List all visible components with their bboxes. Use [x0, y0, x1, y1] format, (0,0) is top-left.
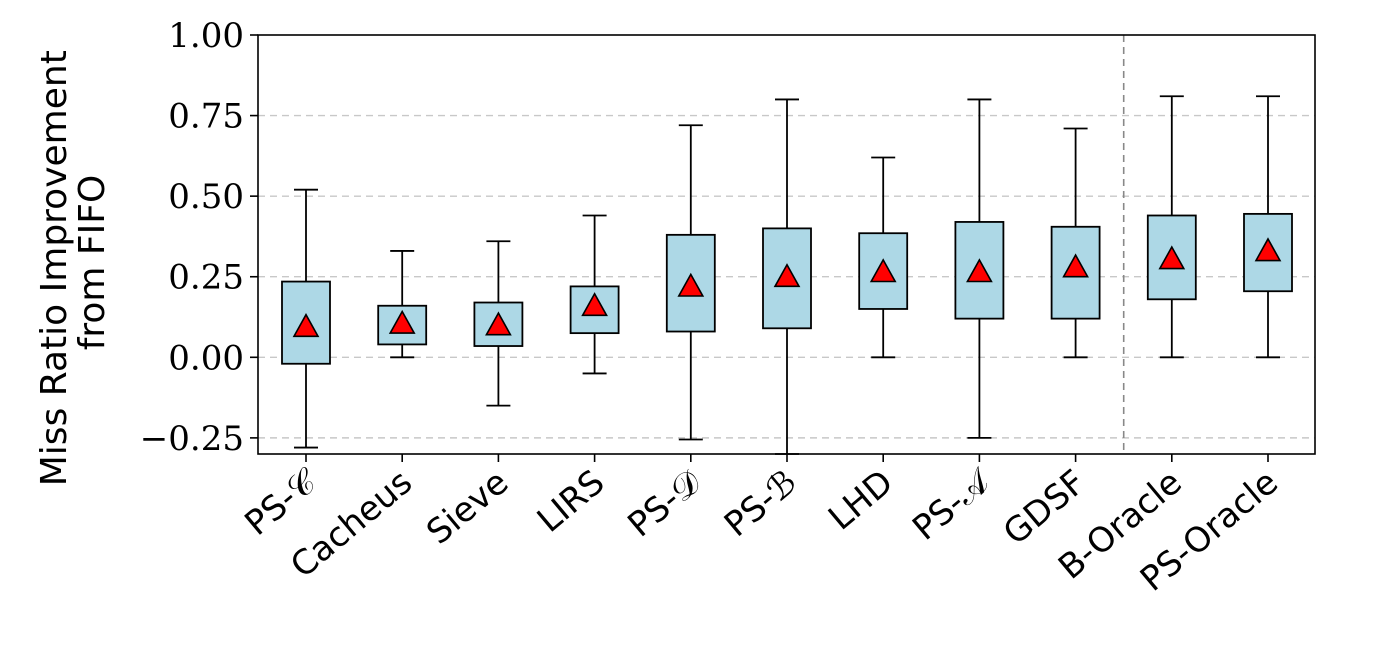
y-tick-label-0: −0.25 [140, 419, 244, 459]
x-tick-label-4: PS-𝒟 [620, 462, 709, 546]
mean-marker [1158, 245, 1186, 270]
x-tick-label-6: LHD [821, 462, 901, 538]
y-axis-title: Miss Ratio Improvement from FIFO [34, 39, 113, 487]
mean-marker [773, 263, 801, 288]
box-10 [1243, 95, 1293, 359]
boxes [281, 95, 1293, 455]
x-tick-label-7: PS-𝒜 [905, 460, 1000, 549]
box-4 [665, 124, 716, 441]
mean-marker [677, 272, 705, 297]
box-5 [762, 98, 812, 455]
y-tick-label-5: 1.00 [168, 16, 244, 56]
y-axis: −0.25 0.00 0.25 0.50 0.75 1.00 [140, 16, 258, 459]
mean-marker [869, 258, 897, 283]
x-tick-label-5: PS-ℬ [717, 462, 805, 545]
mean-marker [388, 309, 416, 334]
box-3 [569, 214, 620, 375]
y-tick-label-1: 0.00 [168, 338, 244, 378]
box-9 [1146, 95, 1197, 359]
x-tick-label-2: Sieve [419, 462, 516, 552]
mean-marker [966, 258, 993, 283]
mean-marker [1062, 253, 1089, 278]
y-tick-label-3: 0.50 [168, 177, 244, 217]
box-7 [954, 98, 1005, 439]
box-8 [1050, 127, 1101, 359]
mean-marker [1254, 237, 1282, 262]
y-tick-label-2: 0.25 [168, 258, 244, 298]
x-tick-label-3: LIRS [530, 462, 613, 540]
box-1 [377, 250, 428, 359]
mean-marker [581, 292, 608, 317]
mean-marker [485, 311, 512, 336]
mean-marker [292, 313, 320, 338]
box-2 [473, 240, 524, 407]
y-axis-title-line-2: from FIFO [72, 175, 113, 351]
box-0 [281, 188, 331, 449]
y-axis-title-line-1: Miss Ratio Improvement [34, 50, 75, 486]
box-6 [858, 156, 909, 359]
y-tick-label-4: 0.75 [168, 97, 244, 137]
